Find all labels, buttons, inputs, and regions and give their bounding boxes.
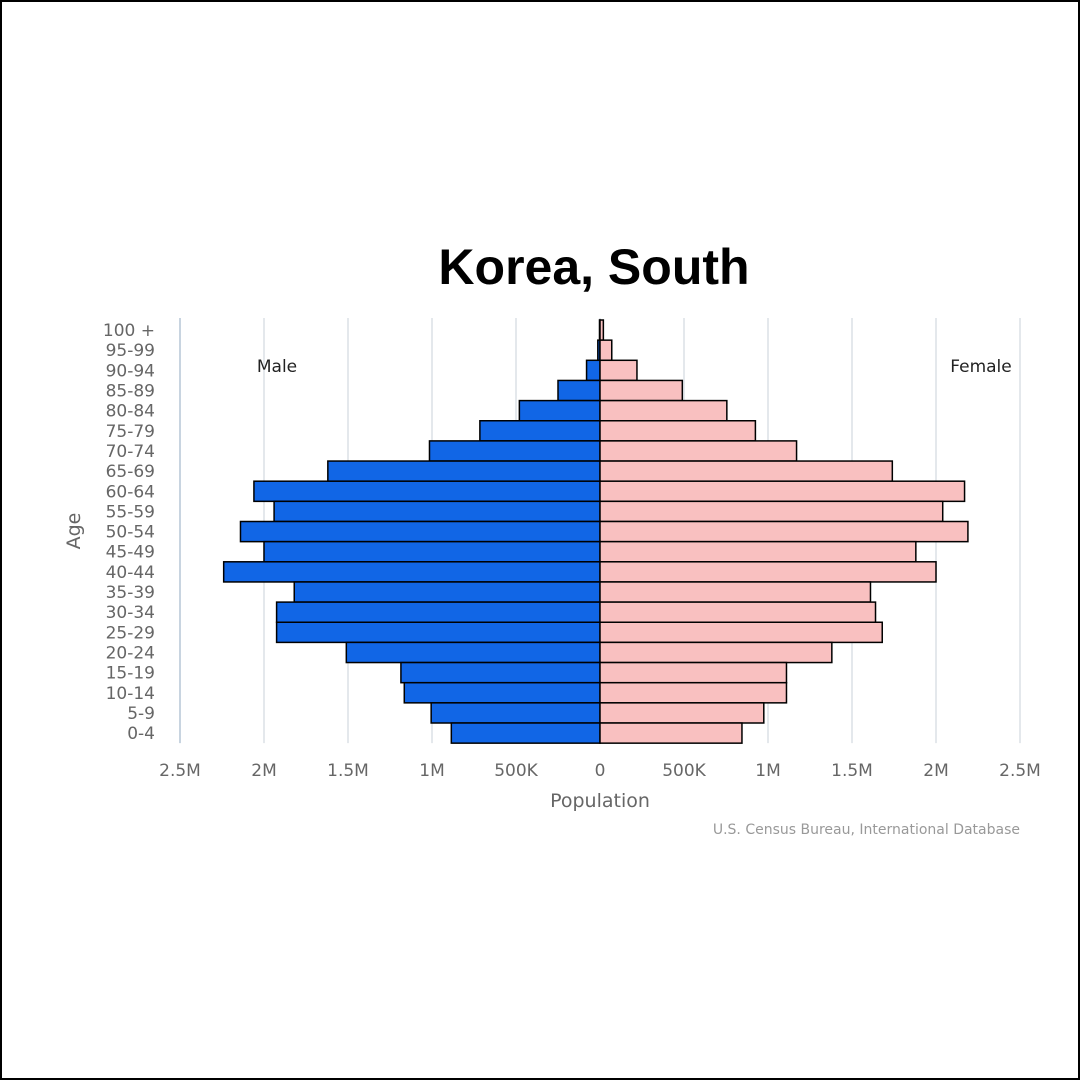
male-bar — [585, 359, 601, 382]
male-bar — [239, 520, 601, 543]
female-bar — [599, 540, 917, 563]
age-tick-label: 70-74 — [106, 442, 155, 462]
female-bar — [599, 339, 613, 362]
x-axis-title: Population — [550, 790, 650, 812]
male-bar — [400, 661, 601, 684]
female-bar — [599, 399, 728, 422]
male-bar — [263, 540, 601, 563]
x-tick-label: 500K — [494, 761, 538, 781]
x-tick-label: 1M — [755, 761, 780, 781]
x-tick-label: 0 — [595, 761, 606, 781]
x-tick-label: 2.5M — [999, 761, 1041, 781]
x-tick-label: 2.5M — [159, 761, 201, 781]
male-bar — [557, 379, 601, 402]
male-bar — [273, 500, 601, 523]
male-bar — [222, 561, 601, 583]
age-tick-label: 40-44 — [106, 563, 155, 583]
female-bar — [599, 681, 788, 704]
age-tick-label: 45-49 — [106, 543, 155, 563]
female-bar — [599, 480, 966, 503]
female-bar — [599, 722, 743, 744]
female-bar — [599, 641, 833, 664]
source-credit: U.S. Census Bureau, International Databa… — [713, 822, 1020, 838]
y-axis-title: Age — [63, 513, 85, 550]
female-bar — [599, 520, 969, 543]
male-bar — [275, 621, 601, 644]
x-tick-label: 1.5M — [327, 761, 369, 781]
age-tick-labels: 100 +95-9990-9485-8980-8475-7970-7465-69… — [103, 321, 155, 744]
female-bar — [599, 500, 944, 523]
age-tick-label: 55-59 — [106, 502, 155, 522]
male-bar — [430, 702, 601, 724]
male-bar — [450, 722, 601, 744]
age-tick-label: 60-64 — [106, 482, 155, 502]
age-tick-label: 5-9 — [127, 704, 155, 724]
male-bar — [327, 460, 601, 482]
male-bar — [345, 641, 601, 664]
age-tick-label: 50-54 — [106, 523, 155, 543]
age-tick-label: 65-69 — [106, 462, 155, 482]
male-bar — [428, 440, 601, 462]
male-label: Male — [257, 357, 297, 377]
male-bar — [518, 399, 601, 422]
female-bar — [599, 621, 883, 644]
age-tick-label: 80-84 — [106, 402, 155, 422]
age-tick-label: 90-94 — [106, 361, 155, 381]
female-bar — [599, 379, 684, 402]
x-tick-label: 2M — [923, 761, 948, 781]
male-bar — [403, 681, 601, 704]
x-tick-label: 1.5M — [831, 761, 873, 781]
female-bar — [599, 581, 872, 603]
age-tick-label: 35-39 — [106, 583, 155, 603]
female-bar — [599, 420, 757, 442]
bars — [222, 319, 969, 744]
male-bar — [275, 601, 601, 623]
age-tick-label: 75-79 — [106, 422, 155, 442]
chart-title: Korea, South — [438, 239, 749, 295]
age-tick-label: 100 + — [103, 321, 155, 341]
male-bar — [293, 581, 601, 603]
female-bar — [599, 440, 798, 462]
age-tick-label: 10-14 — [106, 684, 155, 704]
female-label: Female — [950, 357, 1011, 377]
female-bar — [599, 601, 877, 623]
male-bar — [479, 420, 601, 442]
x-tick-label: 500K — [662, 761, 706, 781]
female-bar — [599, 460, 894, 482]
x-tick-label: 1M — [419, 761, 444, 781]
female-bar — [599, 661, 788, 684]
age-tick-label: 30-34 — [106, 603, 155, 623]
age-tick-label: 95-99 — [106, 341, 155, 361]
age-tick-label: 20-24 — [106, 643, 155, 663]
female-bar — [599, 319, 605, 341]
age-tick-label: 0-4 — [127, 724, 155, 744]
age-tick-label: 15-19 — [106, 664, 155, 684]
age-tick-label: 25-29 — [106, 623, 155, 643]
female-bar — [599, 561, 937, 583]
age-tick-label: 85-89 — [106, 382, 155, 402]
x-tick-label: 2M — [251, 761, 276, 781]
male-bar — [253, 480, 601, 503]
female-bar — [599, 702, 765, 724]
population-tick-labels: 2.5M 2M 1.5M 1M 500K 0 500K 1M 1.5M 2M 2.5M — [159, 761, 1041, 781]
female-bar — [599, 359, 638, 382]
